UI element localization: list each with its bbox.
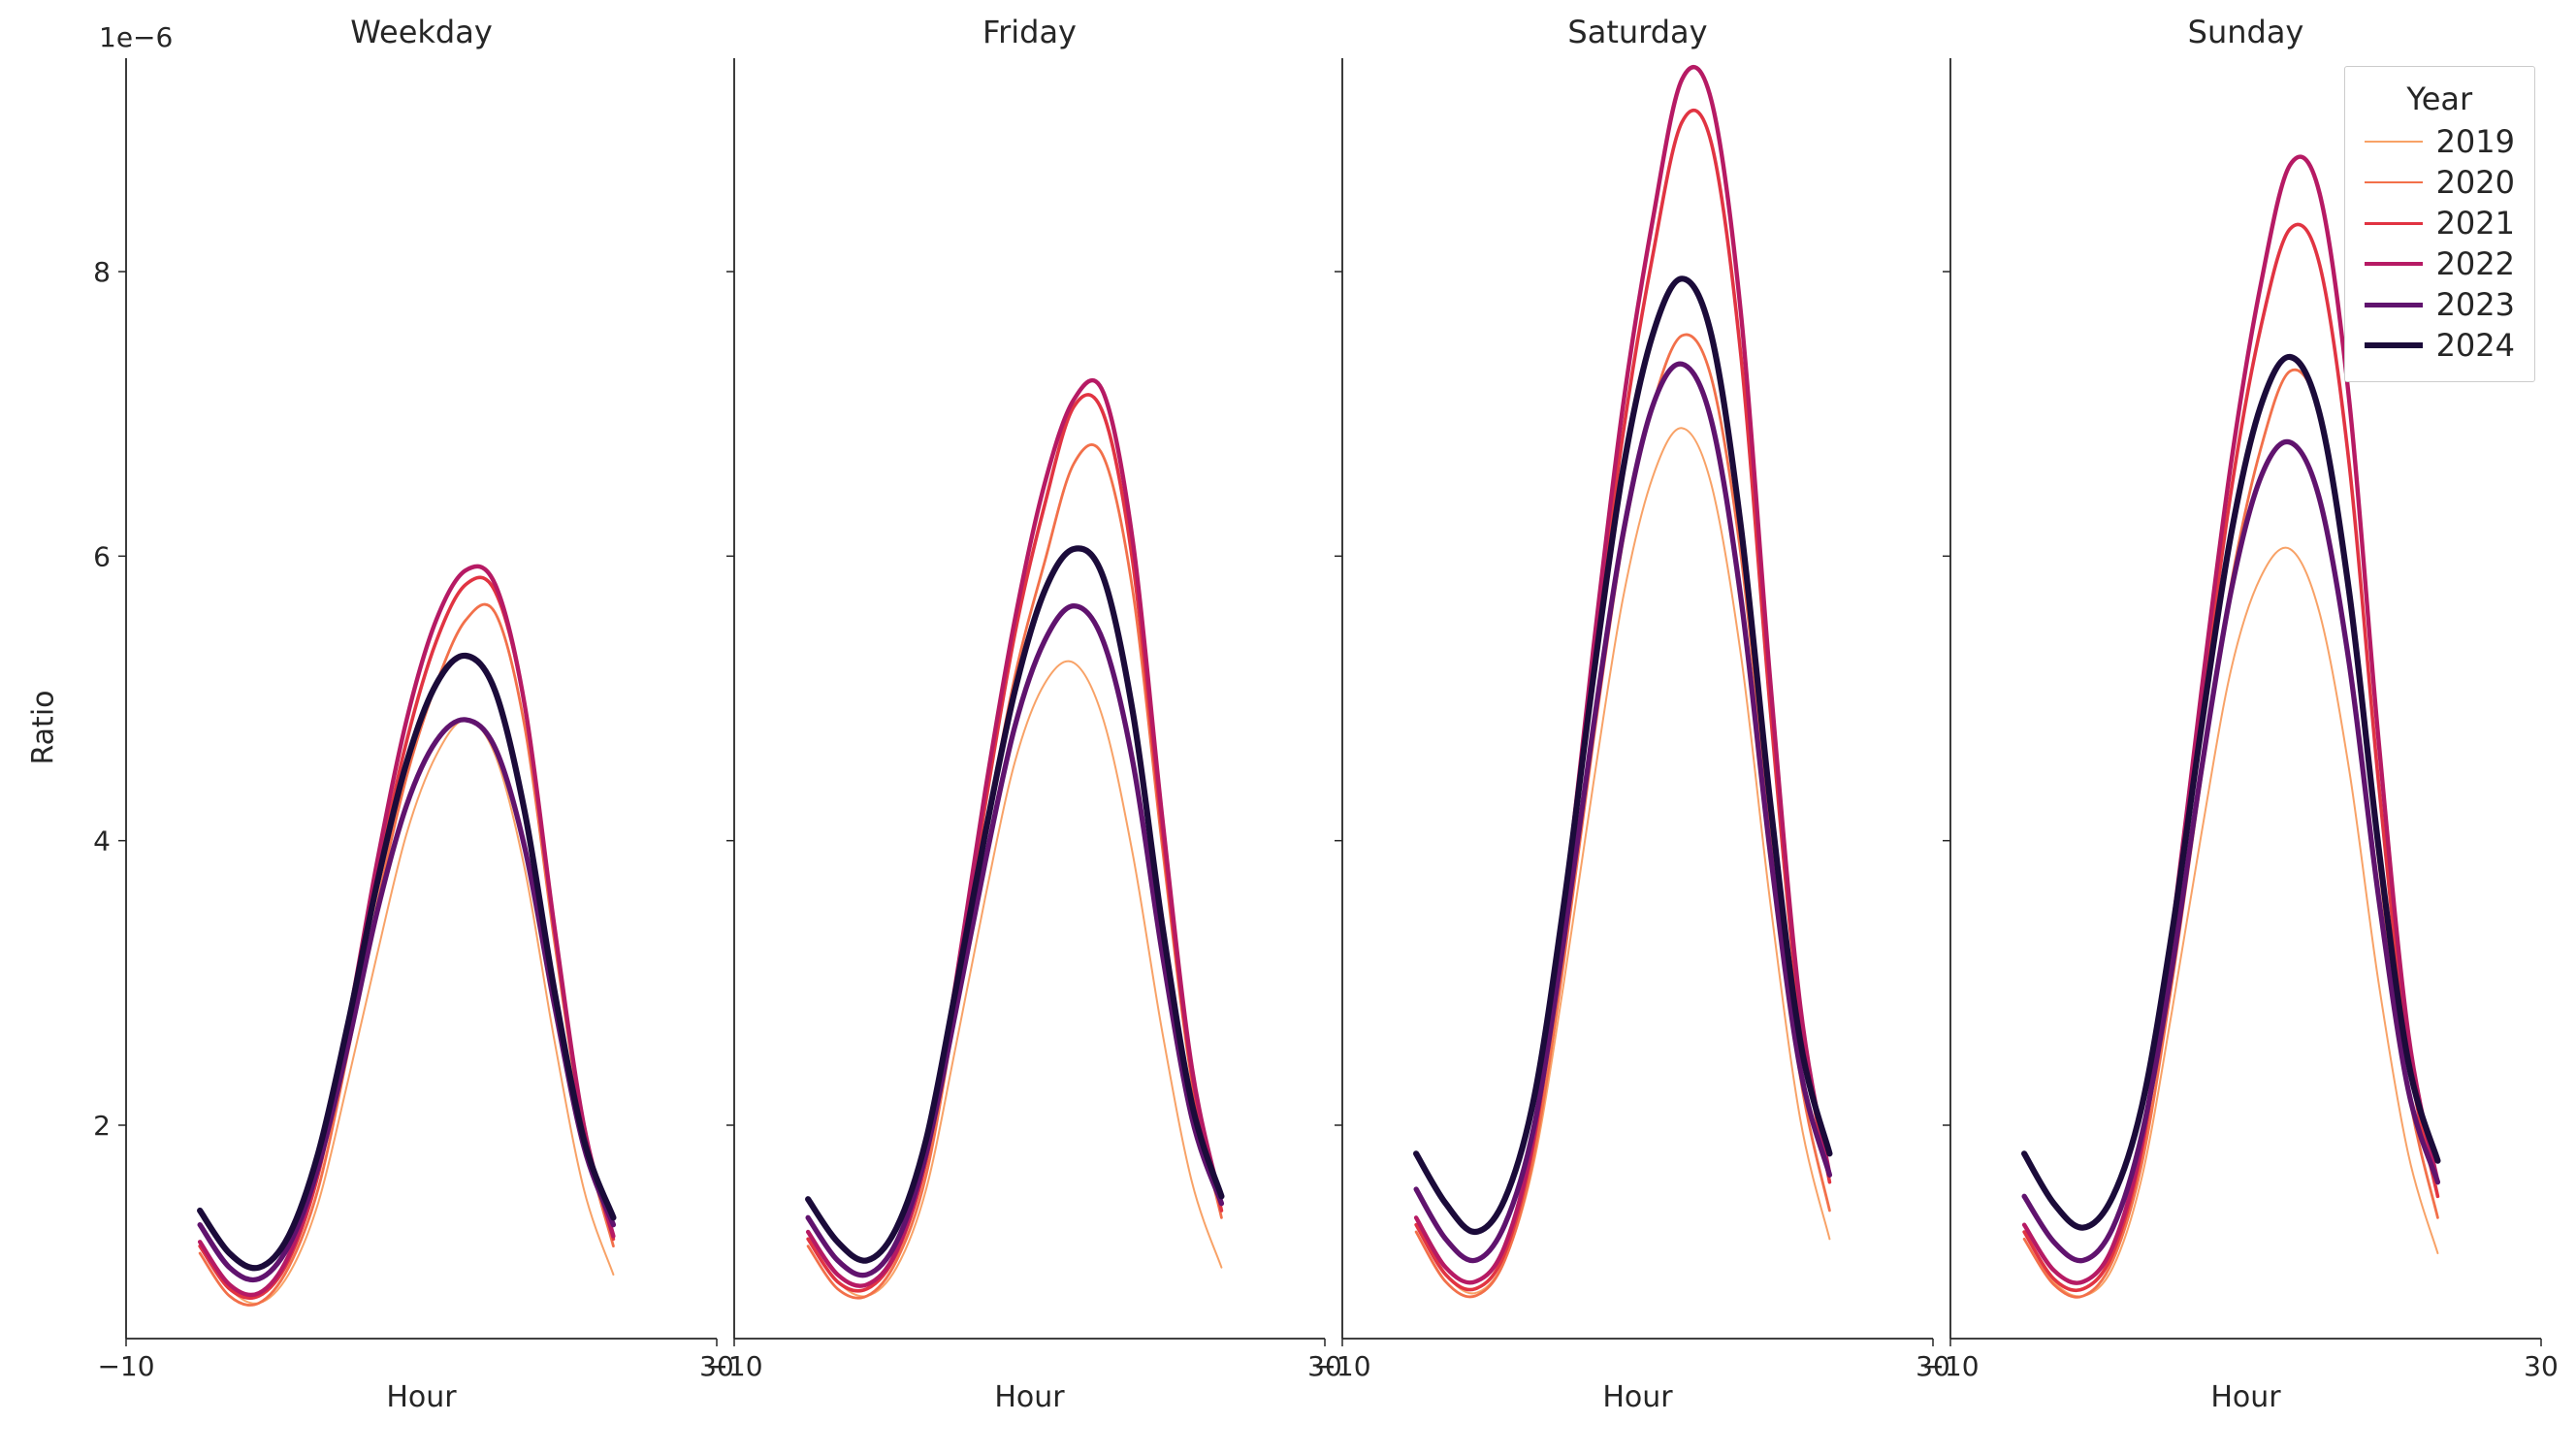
- series-line: [200, 720, 613, 1280]
- legend-row: 2023: [2365, 286, 2515, 323]
- series-line: [808, 444, 1221, 1298]
- series-line: [2024, 224, 2437, 1290]
- plot-svg: 2468−1030: [126, 58, 717, 1339]
- series-line: [808, 395, 1221, 1291]
- y-tick-label: 4: [93, 825, 111, 857]
- series-line: [808, 548, 1221, 1260]
- series-line: [200, 566, 613, 1295]
- series-line: [2024, 548, 2437, 1297]
- x-tick-label: −10: [97, 1350, 154, 1382]
- series-line: [200, 577, 613, 1298]
- legend-title: Year: [2365, 81, 2515, 117]
- x-axis-label: Hour: [1950, 1380, 2541, 1414]
- legend-label: 2021: [2436, 205, 2515, 242]
- plot-svg: −1030: [1342, 58, 1933, 1339]
- legend-items: 2019 2020 20212022 2023 2024: [2365, 123, 2515, 364]
- plot-svg: −1030: [734, 58, 1325, 1339]
- legend-row: 2021: [2365, 205, 2515, 242]
- legend-label: 2024: [2436, 327, 2515, 364]
- panel: Saturday−1030Hour: [1342, 58, 1933, 1339]
- panel-title: Weekday: [126, 14, 717, 50]
- panel: Weekday2468−1030Hour: [126, 58, 717, 1339]
- x-axis-label: Hour: [734, 1380, 1325, 1414]
- legend-line-sample: [2365, 141, 2423, 143]
- series-line: [808, 606, 1221, 1276]
- series-line: [808, 662, 1221, 1297]
- panel-title: Friday: [734, 14, 1325, 50]
- x-tick-label: 30: [2524, 1350, 2559, 1382]
- y-tick-label: 2: [93, 1110, 111, 1142]
- y-axis-label: Ratio: [27, 690, 61, 764]
- panel-title: Sunday: [1950, 14, 2541, 50]
- x-axis-label: Hour: [1342, 1380, 1933, 1414]
- series-line: [1416, 111, 1829, 1290]
- x-tick-label: −10: [1313, 1350, 1370, 1382]
- legend-row: 2024: [2365, 327, 2515, 364]
- legend-label: 2020: [2436, 164, 2515, 201]
- series-line: [1416, 364, 1829, 1261]
- y-tick-label: 8: [93, 256, 111, 288]
- legend-label: 2022: [2436, 245, 2515, 282]
- x-tick-label: −10: [1921, 1350, 1979, 1382]
- legend-row: 2019: [2365, 123, 2515, 160]
- x-axis-label: Hour: [126, 1380, 717, 1414]
- panel-title: Saturday: [1342, 14, 1933, 50]
- panel: Friday−1030Hour: [734, 58, 1325, 1339]
- legend: Year 2019 2020 20212022 2023 2024: [2344, 66, 2535, 382]
- figure: 1e−6 Ratio Weekday2468−1030HourFriday−10…: [0, 0, 2576, 1455]
- legend-line-sample: [2365, 222, 2423, 225]
- legend-line-sample: [2365, 303, 2423, 307]
- legend-row: 2022: [2365, 245, 2515, 282]
- y-tick-label: 6: [93, 540, 111, 572]
- legend-line-sample: [2365, 342, 2423, 348]
- x-tick-label: −10: [705, 1350, 762, 1382]
- panel-row: Weekday2468−1030HourFriday−1030HourSatur…: [126, 58, 2541, 1339]
- legend-label: 2023: [2436, 286, 2515, 323]
- legend-row: 2020: [2365, 164, 2515, 201]
- legend-line-sample: [2365, 181, 2423, 183]
- series-line: [2024, 441, 2437, 1260]
- series-line: [1416, 428, 1829, 1293]
- legend-line-sample: [2365, 262, 2423, 266]
- legend-label: 2019: [2436, 123, 2515, 160]
